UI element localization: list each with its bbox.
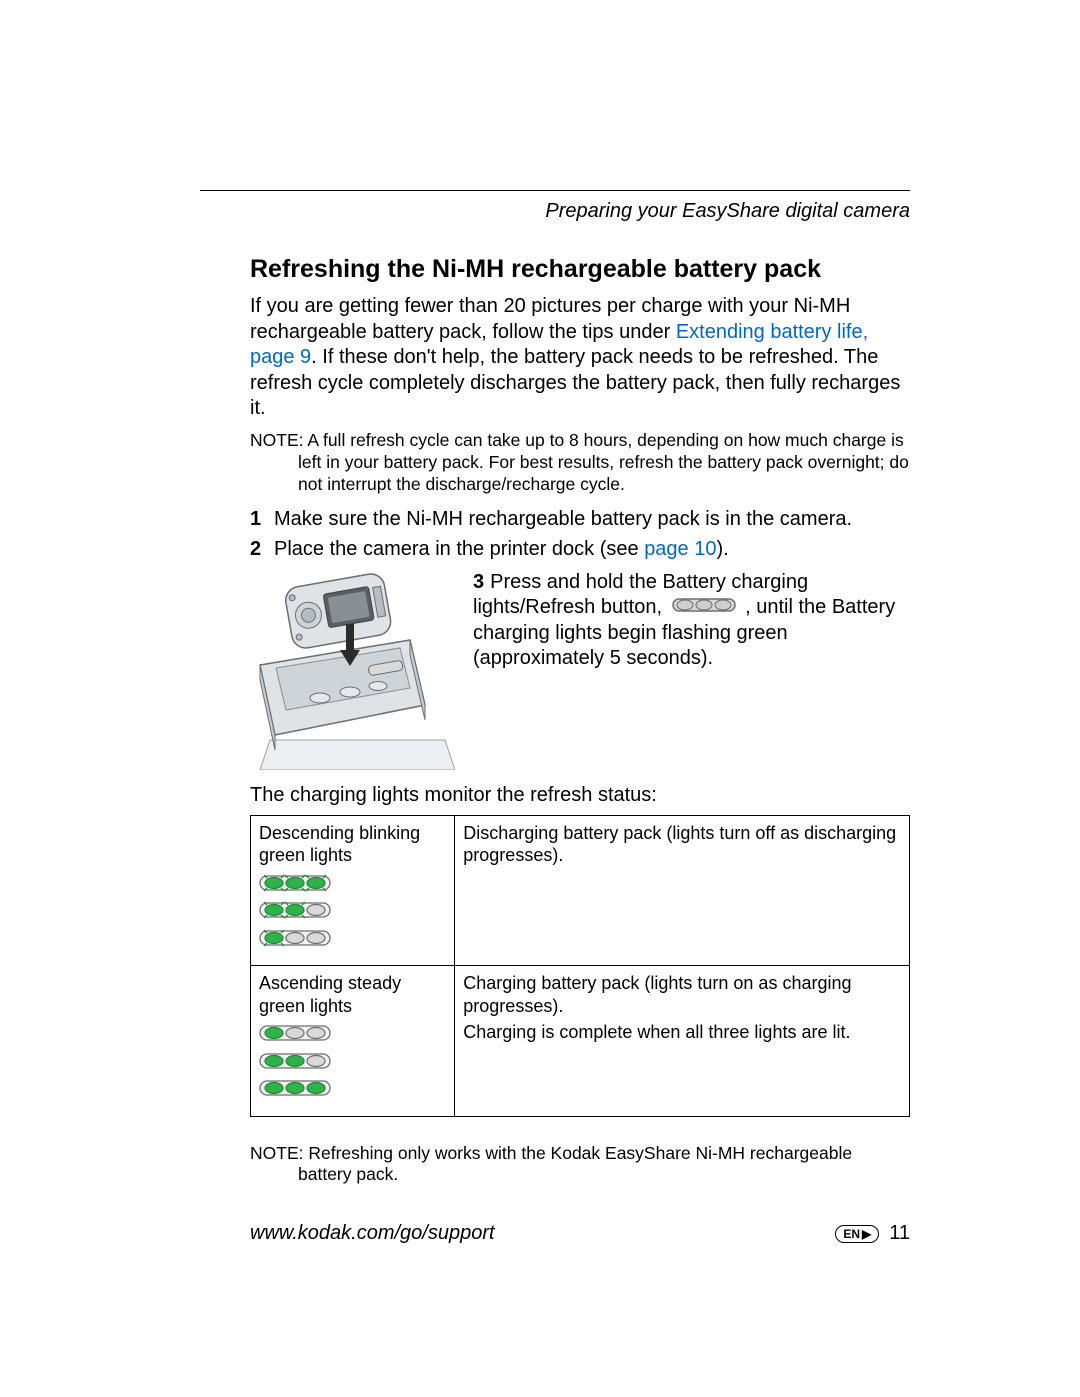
note-label: NOTE: bbox=[250, 430, 303, 450]
language-badge: EN▶ bbox=[835, 1225, 879, 1243]
manual-page: Preparing your EasyShare digital camera … bbox=[0, 0, 1080, 1397]
note-label: NOTE: bbox=[250, 1143, 303, 1163]
intro-text-2: . If these don't help, the battery pack … bbox=[250, 346, 900, 419]
intro-paragraph: If you are getting fewer than 20 picture… bbox=[250, 294, 910, 422]
page-number-block: EN▶ 11 bbox=[835, 1222, 910, 1245]
note-compat: NOTE: Refreshing only works with the Kod… bbox=[250, 1143, 910, 1187]
step-text: Place the camera in the printer dock (se… bbox=[274, 538, 644, 560]
step-3-block: 3Press and hold the Battery charging lig… bbox=[250, 570, 910, 770]
ascending-lights-icon bbox=[259, 1023, 446, 1104]
language-code: EN bbox=[843, 1227, 860, 1241]
page-footer: www.kodak.com/go/support EN▶ 11 bbox=[250, 1222, 910, 1245]
step-number: 2 bbox=[250, 536, 261, 562]
step-text-post: ). bbox=[716, 538, 728, 560]
cell-desc-label: Descending blinking green lights bbox=[251, 815, 455, 966]
top-rule bbox=[200, 190, 910, 191]
table-row: Ascending steady green lights Charging b… bbox=[251, 966, 910, 1117]
content-area: Refreshing the Ni-MH rechargeable batter… bbox=[250, 255, 910, 1186]
note-refresh-duration: NOTE: A full refresh cycle can take up t… bbox=[250, 430, 910, 496]
refresh-button-icon bbox=[672, 595, 736, 621]
note-text: A full refresh cycle can take up to 8 ho… bbox=[298, 430, 909, 494]
chevron-right-icon: ▶ bbox=[862, 1227, 871, 1241]
numbered-steps: 1 Make sure the Ni-MH rechargeable batte… bbox=[250, 506, 910, 562]
descending-lights-icon bbox=[259, 873, 446, 954]
support-url: www.kodak.com/go/support bbox=[250, 1222, 495, 1245]
step-1: 1 Make sure the Ni-MH rechargeable batte… bbox=[250, 506, 910, 532]
cell-text: Descending blinking green lights bbox=[259, 822, 446, 867]
cell-text-line1: Charging battery pack (lights turn on as… bbox=[463, 972, 901, 1017]
running-head: Preparing your EasyShare digital camera bbox=[545, 200, 910, 223]
table-row: Descending blinking green lights bbox=[251, 815, 910, 966]
cell-text: Ascending steady green lights bbox=[259, 972, 446, 1017]
table-caption: The charging lights monitor the refresh … bbox=[250, 784, 910, 807]
step-2: 2 Place the camera in the printer dock (… bbox=[250, 536, 910, 562]
status-table: Descending blinking green lights bbox=[250, 815, 910, 1117]
step-number: 3 bbox=[473, 571, 484, 593]
cell-asc-meaning: Charging battery pack (lights turn on as… bbox=[455, 966, 910, 1117]
page-10-link[interactable]: page 10 bbox=[644, 538, 716, 560]
cell-desc-meaning: Discharging battery pack (lights turn of… bbox=[455, 815, 910, 966]
section-heading: Refreshing the Ni-MH rechargeable batter… bbox=[250, 255, 910, 284]
cell-text-line2: Charging is complete when all three ligh… bbox=[463, 1021, 901, 1044]
cell-asc-label: Ascending steady green lights bbox=[251, 966, 455, 1117]
step-text: Make sure the Ni-MH rechargeable battery… bbox=[274, 508, 852, 530]
page-number: 11 bbox=[889, 1222, 910, 1245]
printer-dock-illustration bbox=[250, 570, 455, 770]
step-3-text: 3Press and hold the Battery charging lig… bbox=[473, 570, 910, 672]
note-text: Refreshing only works with the Kodak Eas… bbox=[298, 1143, 852, 1185]
step-number: 1 bbox=[250, 506, 261, 532]
